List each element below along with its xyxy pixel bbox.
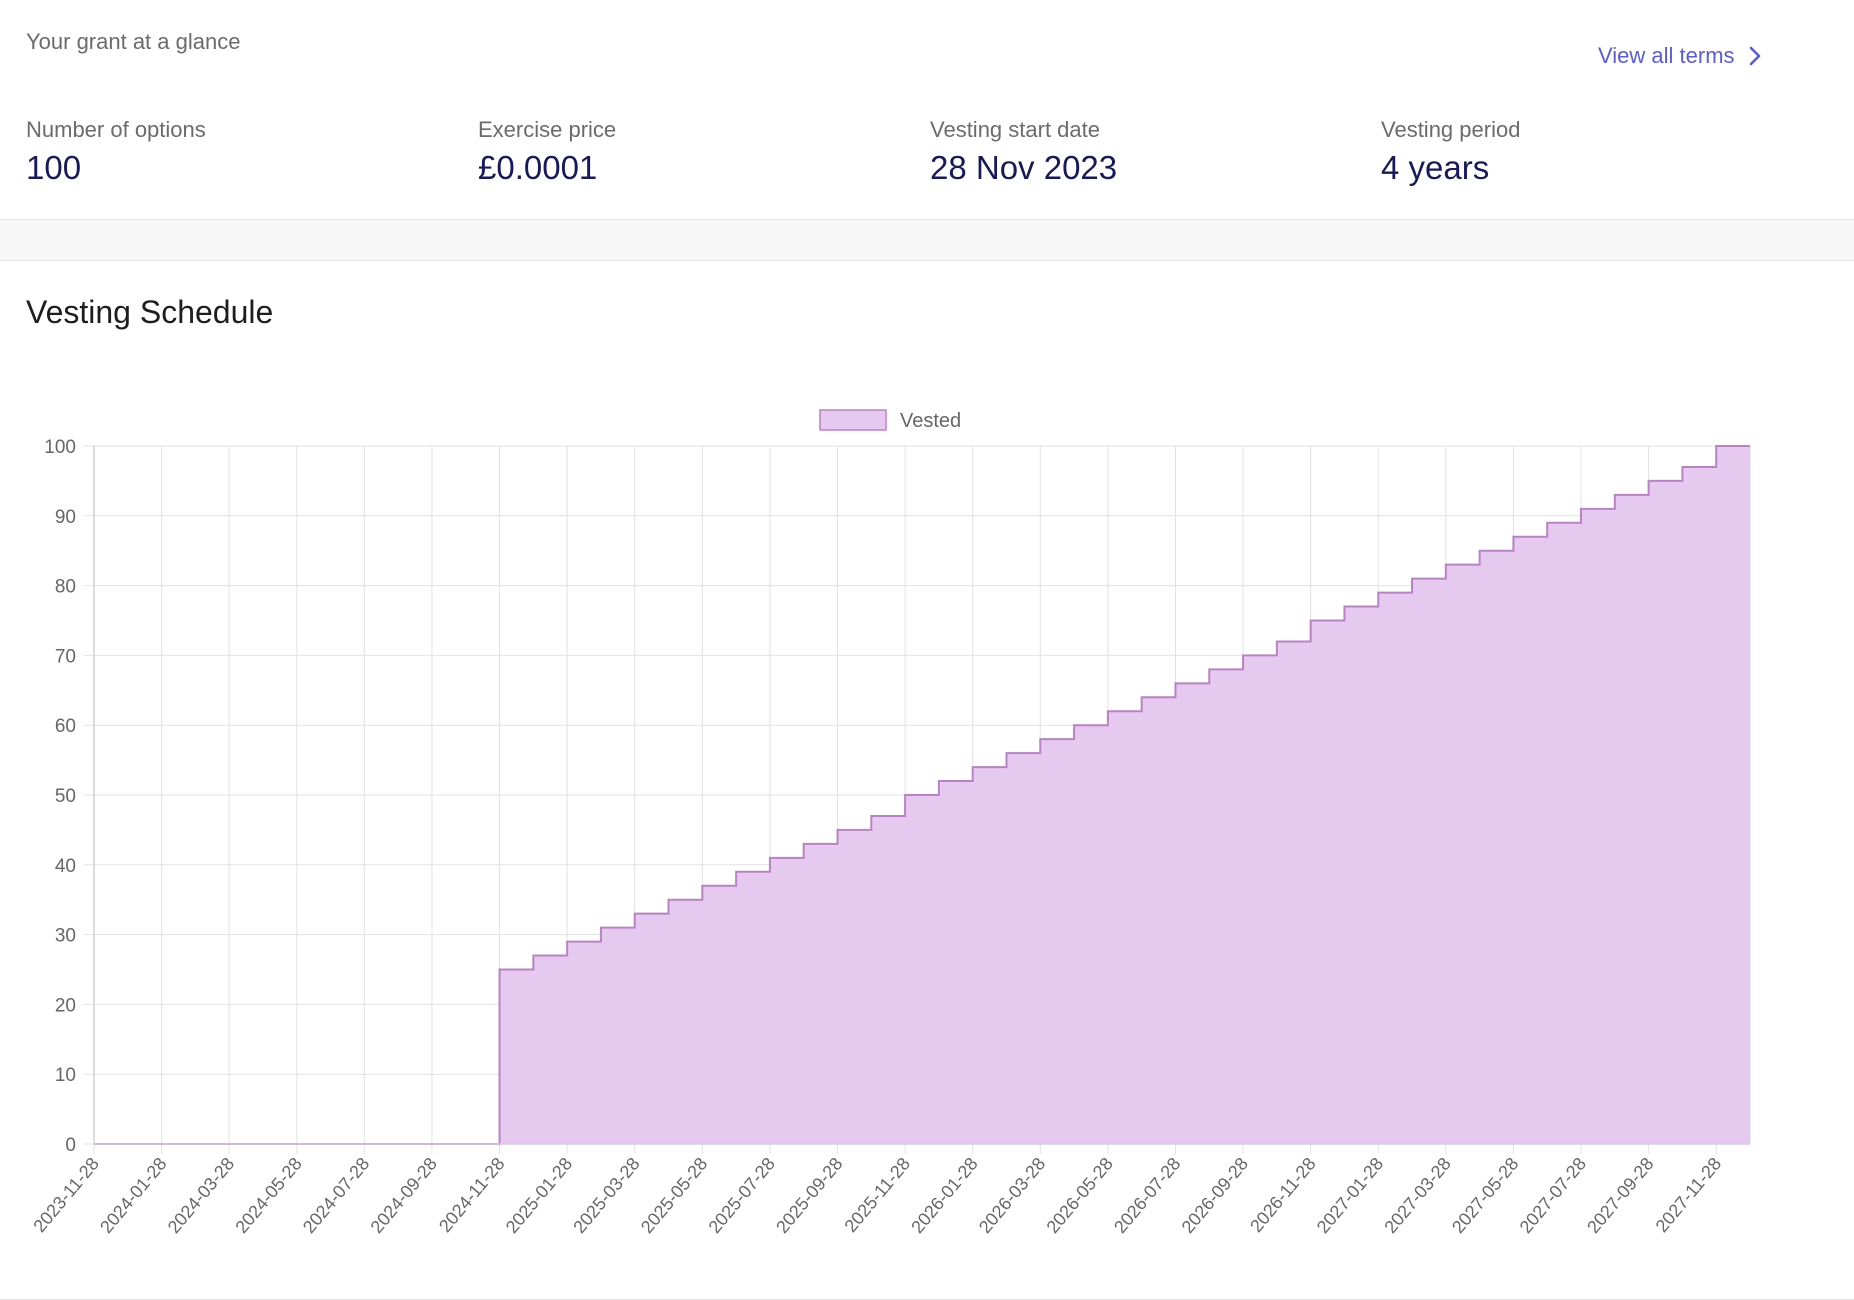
x-tick-label: 2024-11-28 xyxy=(435,1154,509,1236)
stat-value: 4 years xyxy=(1381,149,1490,186)
y-tick-label: 0 xyxy=(65,1135,76,1156)
stat-vesting-start-date: Vesting start date 28 Nov 2023 xyxy=(930,117,1117,187)
vesting-schedule-title: Vesting Schedule xyxy=(26,294,274,330)
x-tick-label: 2027-03-28 xyxy=(1380,1154,1455,1237)
y-tick-label: 70 xyxy=(55,646,76,667)
x-tick-label: 2025-09-28 xyxy=(772,1154,847,1237)
view-all-terms-label: View all terms xyxy=(1598,43,1735,68)
x-tick-label: 2024-07-28 xyxy=(299,1154,374,1237)
stat-label: Number of options xyxy=(26,117,206,142)
x-tick-label: 2025-07-28 xyxy=(704,1154,779,1237)
grant-summary-card: Your grant at a glance View all terms Nu… xyxy=(0,0,1854,220)
y-tick-label: 20 xyxy=(55,995,76,1016)
chart-legend[interactable]: Vested xyxy=(819,409,961,432)
y-tick-label: 60 xyxy=(55,716,76,737)
stat-label: Exercise price xyxy=(478,117,617,142)
stat-value: 28 Nov 2023 xyxy=(930,149,1118,186)
view-all-terms-link[interactable]: View all terms xyxy=(1598,43,1761,69)
x-tick-label: 2027-11-28 xyxy=(1652,1154,1726,1236)
vested-line xyxy=(94,445,1750,1145)
grant-summary-title: Your grant at a glance xyxy=(26,29,241,54)
y-tick-label: 30 xyxy=(55,926,76,947)
y-tick-label: 40 xyxy=(55,856,76,877)
x-tick-label: 2027-07-28 xyxy=(1516,1154,1591,1237)
stat-value: 100 xyxy=(26,149,82,186)
legend-swatch xyxy=(819,409,887,431)
x-tick-label: 2026-03-28 xyxy=(975,1154,1050,1237)
y-tick-label: 50 xyxy=(55,786,76,807)
y-tick-label: 100 xyxy=(44,437,76,458)
x-tick-label: 2024-09-28 xyxy=(367,1154,442,1237)
x-tick-label: 2025-03-28 xyxy=(569,1154,644,1237)
x-tick-label: 2026-09-28 xyxy=(1178,1154,1253,1237)
x-tick-label: 2026-05-28 xyxy=(1042,1154,1117,1237)
legend-label: Vested xyxy=(900,410,961,432)
x-tick-label: 2027-05-28 xyxy=(1448,1154,1523,1237)
x-tick-label: 2024-05-28 xyxy=(231,1154,306,1237)
stat-value: £0.0001 xyxy=(478,149,598,186)
x-tick-label: 2026-11-28 xyxy=(1246,1154,1320,1236)
x-tick-label: 2024-01-28 xyxy=(96,1154,171,1237)
x-tick-label: 2025-05-28 xyxy=(637,1154,712,1237)
x-tick-label: 2026-07-28 xyxy=(1110,1154,1185,1237)
stat-label: Vesting start date xyxy=(930,117,1100,142)
y-tick-label: 80 xyxy=(55,577,76,598)
x-tick-label: 2025-11-28 xyxy=(841,1154,915,1236)
stat-exercise-price: Exercise price £0.0001 xyxy=(478,117,616,187)
x-tick-label: 2025-01-28 xyxy=(502,1154,577,1237)
x-tick-label: 2023-11-28 xyxy=(29,1154,103,1236)
y-tick-label: 90 xyxy=(55,507,76,528)
stat-number-of-options: Number of options 100 xyxy=(26,117,206,187)
stat-label: Vesting period xyxy=(1381,117,1521,142)
chevron-right-icon xyxy=(1749,46,1760,66)
stat-vesting-period: Vesting period 4 years xyxy=(1381,117,1520,187)
x-tick-label: 2024-03-28 xyxy=(164,1154,239,1237)
x-tick-label: 2027-01-28 xyxy=(1313,1154,1388,1237)
y-tick-label: 10 xyxy=(55,1065,76,1086)
x-tick-label: 2026-01-28 xyxy=(907,1154,982,1237)
x-tick-label: 2027-09-28 xyxy=(1583,1154,1658,1237)
